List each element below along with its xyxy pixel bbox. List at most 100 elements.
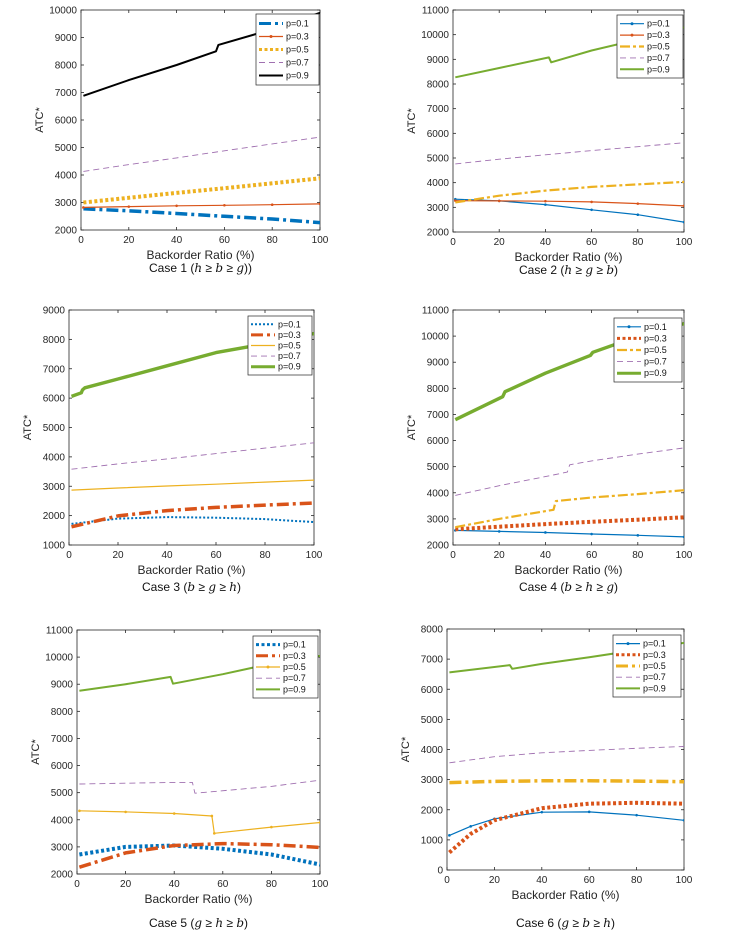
y-axis-label: ATC* (400, 736, 412, 762)
legend: p=0.1p=0.3p=0.5p=0.7p=0.9 (252, 635, 319, 699)
legend-label: p=0.3 (644, 333, 667, 343)
legend-marker (630, 33, 634, 37)
legend-label: p=0.9 (647, 64, 670, 74)
legend-label: p=0.3 (278, 330, 301, 340)
x-tick-label: 100 (312, 235, 329, 246)
y-tick-label: 5000 (427, 462, 450, 473)
y-tick-label: 7000 (43, 364, 66, 375)
data-point (682, 220, 684, 224)
x-tick-label: 80 (267, 235, 279, 246)
series-line-p-0_7 (449, 746, 684, 764)
x-tick-label: 80 (632, 237, 644, 248)
y-tick-label: 10000 (421, 30, 449, 41)
series-group (448, 641, 684, 855)
data-point (270, 203, 274, 206)
series-line-p-0_1 (71, 516, 314, 525)
y-tick-label: 4000 (427, 178, 450, 189)
legend-label: p=0.5 (643, 661, 666, 671)
x-tick-label: 20 (494, 237, 506, 248)
series-line-p-0_3 (78, 841, 320, 869)
y-tick-label: 7000 (427, 410, 450, 421)
legend-box (616, 14, 684, 79)
chart-caption: Case 6 (g ≥ b ≥ h) (516, 916, 615, 930)
data-point (590, 208, 593, 212)
data-point (497, 199, 501, 203)
legend-label: p=0.1 (644, 322, 667, 332)
chart-1: 0 20 40 60 80 100 2000 3000 4000 5000 6000 7000 8000… (34, 6, 329, 276)
y-tick-label: 4000 (427, 488, 450, 499)
legend-label: p=0.7 (643, 672, 666, 682)
data-point (175, 204, 178, 208)
legend: p=0.1p=0.3p=0.5p=0.7p=0.9 (616, 14, 684, 79)
y-tick-label: 9000 (43, 306, 66, 317)
data-point (318, 202, 320, 206)
x-axis-label: Backorder Ratio (%) (137, 563, 245, 577)
y-tick-label: 4000 (51, 815, 74, 826)
data-point (127, 205, 131, 208)
y-tick-label: 8000 (43, 335, 66, 346)
y-tick-label: 4000 (43, 452, 66, 463)
legend-marker (630, 22, 634, 26)
legend: p=0.1p=0.3p=0.5p=0.7p=0.9 (613, 317, 683, 383)
legend-label: p=0.7 (644, 357, 667, 367)
legend-label: p=0.7 (286, 58, 309, 68)
y-tick-label: 8000 (55, 61, 78, 72)
x-tick-label: 0 (66, 550, 72, 561)
data-point (682, 818, 684, 822)
series-line-p-0_5 (455, 489, 684, 529)
series-group (78, 654, 320, 869)
y-tick-label: 8000 (427, 80, 450, 91)
x-tick-label: 0 (78, 235, 84, 246)
y-tick-label: 2000 (427, 541, 450, 552)
x-tick-label: 40 (540, 237, 552, 248)
x-axis-label: Backorder Ratio (%) (144, 892, 252, 906)
legend-label: p=0.5 (286, 45, 309, 55)
y-axis-label: ATC* (30, 739, 42, 765)
x-tick-label: 80 (631, 875, 643, 886)
data-point (210, 814, 214, 818)
y-tick-label: 2000 (427, 228, 450, 239)
data-point (78, 809, 81, 813)
legend-marker (626, 642, 630, 646)
data-point (544, 199, 547, 203)
y-tick-label: 7000 (421, 655, 444, 666)
x-tick-label: 0 (444, 875, 450, 886)
legend-label: p=0.9 (283, 684, 306, 694)
data-point (212, 832, 216, 835)
y-tick-label: 7000 (55, 88, 78, 99)
data-point (448, 834, 451, 837)
x-tick-label: 40 (536, 875, 548, 886)
x-tick-label: 100 (306, 550, 323, 561)
series-line-p-0_5 (455, 180, 684, 204)
y-tick-label: 9000 (51, 680, 74, 691)
legend-marker (269, 35, 273, 38)
y-tick-label: 2000 (51, 870, 74, 881)
x-tick-label: 20 (112, 550, 124, 561)
data-point (544, 203, 547, 206)
y-tick-label: 4000 (55, 171, 78, 182)
series-line-p-0_3 (455, 200, 684, 207)
y-tick-label: 8000 (421, 625, 444, 636)
x-tick-label: 100 (676, 550, 693, 561)
x-tick-label: 20 (489, 875, 501, 886)
x-tick-label: 40 (161, 550, 173, 561)
series-line-p-0_1 (455, 529, 684, 538)
y-tick-label: 3000 (51, 842, 74, 853)
x-axis-label: Backorder Ratio (%) (514, 250, 622, 264)
x-tick-label: 20 (494, 550, 506, 561)
x-tick-label: 60 (586, 550, 598, 561)
x-tick-label: 80 (266, 879, 278, 890)
x-axis-label: Backorder Ratio (%) (146, 248, 254, 262)
chart-5: 0 20 40 60 80 100 2000 3000 4000 5000 6000 7000 8000… (30, 626, 329, 931)
y-tick-label: 6000 (51, 761, 74, 772)
y-tick-label: 9000 (427, 358, 450, 369)
chart-caption: Case 5 (g ≥ h ≥ b) (149, 916, 248, 930)
x-tick-label: 100 (676, 237, 693, 248)
legend-label: p=0.9 (643, 683, 666, 693)
y-tick-label: 9000 (55, 33, 78, 44)
data-point (636, 534, 640, 537)
x-tick-label: 0 (450, 550, 456, 561)
data-point (590, 200, 593, 204)
legend-marker (266, 665, 270, 669)
legend-label: p=0.7 (283, 673, 306, 683)
